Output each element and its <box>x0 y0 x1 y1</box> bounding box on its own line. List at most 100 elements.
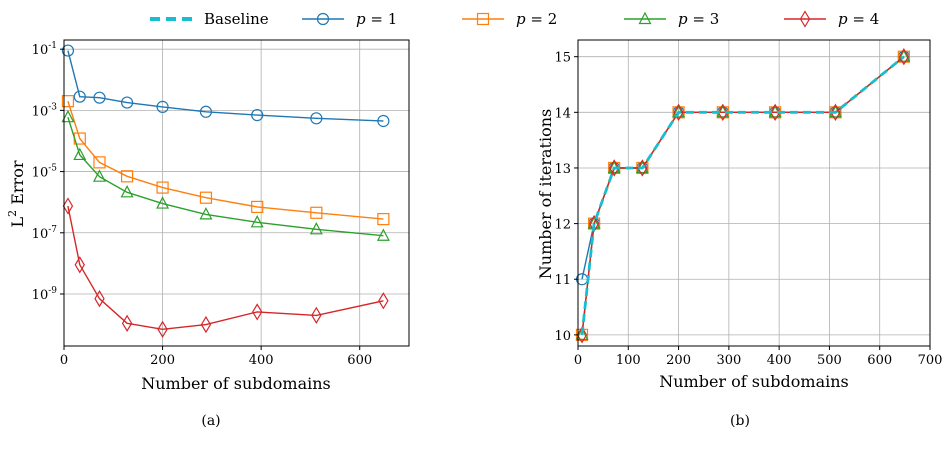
data-point <box>830 103 841 121</box>
chart-b-iterations: 0 100 200 300 400 500 600 700 10 11 12 13 14 15 Numbe… <box>536 39 942 429</box>
legend: Baseline p = 1 p = 2 p = 3 p = 4 <box>150 10 879 28</box>
series <box>61 109 390 241</box>
legend-marker <box>316 12 330 26</box>
chart-b-xlabel: Number of subdomains <box>659 372 849 391</box>
y-tick-label: 14 <box>554 106 571 121</box>
x-tick-label: 200 <box>666 353 691 368</box>
data-point <box>310 206 323 219</box>
x-tick-label: 600 <box>347 353 372 368</box>
chart-b-ylabel: Number of iterations <box>536 109 555 279</box>
data-point <box>310 112 323 125</box>
data-point <box>156 181 169 194</box>
x-tick-label: 400 <box>249 353 274 368</box>
y-tick-label: 11 <box>554 273 571 288</box>
data-point <box>377 212 390 226</box>
x-tick-label: 300 <box>716 353 741 368</box>
x-tick-label: 100 <box>616 353 641 368</box>
legend-label: p = 4 <box>838 10 879 28</box>
data-point <box>156 100 169 113</box>
series-line <box>67 50 384 122</box>
legend-label: p = 2 <box>516 10 557 28</box>
data-point <box>200 315 212 334</box>
data-point <box>672 105 686 118</box>
data-point <box>898 48 910 66</box>
data-point <box>73 147 87 161</box>
data-point <box>309 222 323 235</box>
data-point <box>61 95 75 108</box>
chart-a-caption: (a) <box>201 413 220 429</box>
x-tick-label: 600 <box>867 353 892 368</box>
series-line <box>581 56 905 335</box>
data-point <box>897 49 911 62</box>
series-line <box>581 56 905 335</box>
data-point <box>637 159 648 177</box>
y-tick-label: 10 <box>554 329 571 344</box>
x-tick-label: 0 <box>60 353 68 368</box>
legend-item: p = 3 <box>624 10 719 28</box>
legend-item: p = 2 <box>462 10 557 28</box>
x-tick-label: 700 <box>918 353 943 368</box>
series <box>576 48 910 344</box>
data-point <box>769 103 781 121</box>
data-point <box>199 105 213 118</box>
series <box>61 44 390 128</box>
legend-item: Baseline <box>150 10 269 28</box>
chart-a-xlabel: Number of subdomains <box>141 374 331 393</box>
y-tick-label: 10-1 <box>32 41 57 58</box>
chart-a-l2-error: 0 200 400 600 10-1 10-3 10-5 10-7 10-9 Number of… <box>6 39 410 429</box>
y-tick-label: 12 <box>554 218 571 233</box>
legend-marker <box>476 12 490 26</box>
data-point <box>576 326 588 344</box>
legend-label: p = 1 <box>356 10 397 28</box>
legend-item: p = 1 <box>302 10 397 28</box>
series <box>575 50 910 341</box>
data-point <box>311 306 322 325</box>
data-point <box>609 159 620 177</box>
data-point <box>94 290 105 308</box>
data-point <box>93 156 106 169</box>
y-tick-label: 13 <box>554 162 571 177</box>
chart-a-ylabel: L2 Error <box>6 160 27 227</box>
chart-a-ticks: 0 200 400 600 10-1 10-3 10-5 10-7 10-9 <box>32 41 372 368</box>
series <box>580 55 905 336</box>
series-line <box>67 100 384 220</box>
data-point <box>92 169 106 182</box>
data-point <box>120 96 134 109</box>
x-tick-label: 0 <box>574 353 582 368</box>
legend-label: p = 3 <box>678 10 719 28</box>
data-point <box>74 256 85 274</box>
data-point <box>120 170 134 183</box>
chart-b-grid <box>577 40 931 346</box>
y-tick-label: 10-9 <box>32 286 58 303</box>
series-line <box>581 56 905 335</box>
chart-a-grid <box>63 40 409 346</box>
data-point <box>62 197 74 215</box>
data-point <box>251 109 264 122</box>
data-point <box>378 292 389 310</box>
data-point <box>73 90 86 103</box>
series <box>61 95 390 226</box>
y-tick-label: 10-5 <box>32 164 58 181</box>
y-tick-label: 10-7 <box>32 225 58 242</box>
x-tick-label: 400 <box>767 353 792 368</box>
data-point <box>673 103 684 121</box>
data-point <box>717 103 729 121</box>
series <box>575 49 911 340</box>
data-point <box>199 207 213 220</box>
x-tick-label: 200 <box>150 353 175 368</box>
data-point <box>157 320 168 338</box>
data-point <box>120 185 134 198</box>
data-point <box>61 44 75 57</box>
series <box>62 197 389 338</box>
y-tick-label: 15 <box>554 51 571 66</box>
data-point <box>377 114 390 128</box>
baseline-line <box>580 55 905 336</box>
data-point <box>252 303 263 321</box>
series-line <box>67 205 384 331</box>
data-point <box>251 200 264 214</box>
chart-b-ticks: 0 100 200 300 400 500 600 700 10 11 12 13 14 15 <box>554 51 942 368</box>
data-point <box>156 196 170 209</box>
data-point <box>575 327 589 340</box>
chart-a-frame <box>63 39 410 347</box>
